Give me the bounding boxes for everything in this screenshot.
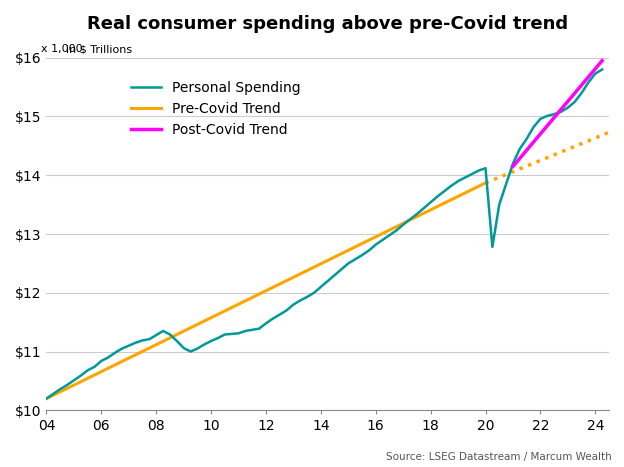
Post-Covid Trend	[509, 163, 517, 169]
Personal Spending	[303, 294, 311, 300]
Personal Spending	[193, 346, 201, 351]
Line: Pre-Covid Trend: Pre-Covid Trend	[46, 183, 485, 398]
Personal Spending	[42, 396, 50, 401]
Personal Spending	[489, 244, 496, 250]
Personal Spending	[200, 342, 208, 347]
Title: Real consumer spending above pre-Covid trend: Real consumer spending above pre-Covid t…	[87, 15, 568, 33]
Legend: Personal Spending, Pre-Covid Trend, Post-Covid Trend: Personal Spending, Pre-Covid Trend, Post…	[127, 77, 305, 141]
Line: Personal Spending: Personal Spending	[46, 70, 602, 398]
Post-Covid Trend	[598, 58, 606, 64]
Text: x 1,000: x 1,000	[41, 44, 82, 54]
Pre-Covid Trend	[42, 396, 50, 401]
Pre-Covid Trend	[482, 180, 489, 186]
Line: Post-Covid Trend: Post-Covid Trend	[513, 61, 602, 166]
Personal Spending	[475, 168, 482, 173]
Text: Source: LSEG Datastream / Marcum Wealth: Source: LSEG Datastream / Marcum Wealth	[386, 453, 612, 462]
Personal Spending	[598, 67, 606, 72]
Text: in $ Trillions: in $ Trillions	[66, 44, 132, 54]
Personal Spending	[173, 338, 180, 344]
